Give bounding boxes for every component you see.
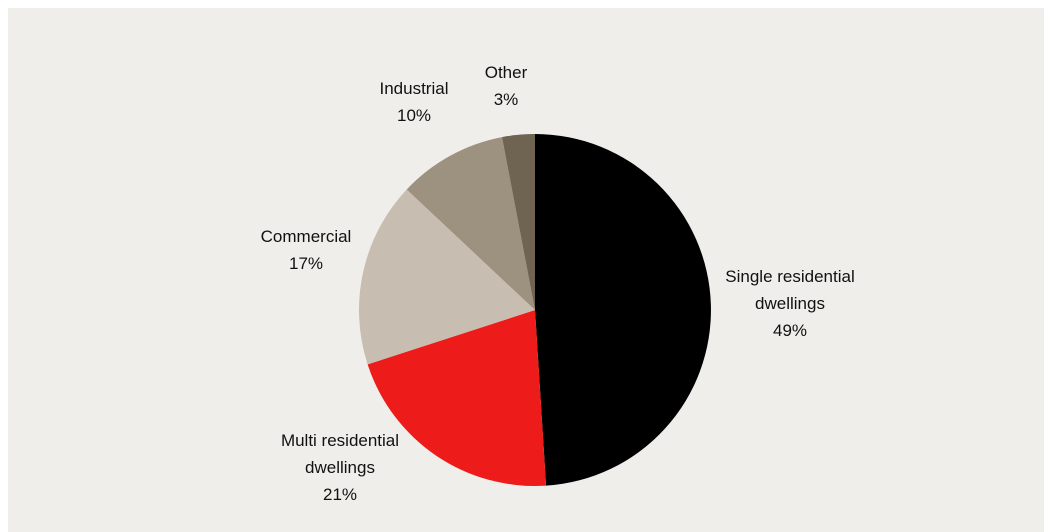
slice-category-label: Commercial — [261, 227, 352, 246]
pie-labels: Single residential dwellings 49% Multi resi… — [261, 63, 855, 504]
slice-value-label: 21% — [323, 485, 357, 504]
slice-value-label: 3% — [494, 90, 519, 109]
slice-value-label: 49% — [773, 321, 807, 340]
pie-slice — [535, 134, 711, 486]
pie-slices — [358, 134, 711, 486]
slice-value-label: 17% — [289, 254, 323, 273]
pie-slice — [502, 134, 535, 310]
slice-category-label: Single residential — [725, 267, 854, 286]
slice-category-label: Other — [485, 63, 528, 82]
pie-slice — [406, 137, 535, 310]
slice-category-label: dwellings — [305, 458, 375, 477]
pie-slice — [358, 189, 535, 365]
slice-value-label: 10% — [397, 106, 431, 125]
slice-category-label: Industrial — [380, 79, 449, 98]
slice-category-label: Multi residential — [281, 431, 399, 450]
slice-category-label: dwellings — [755, 294, 825, 313]
pie-slice — [367, 310, 547, 486]
